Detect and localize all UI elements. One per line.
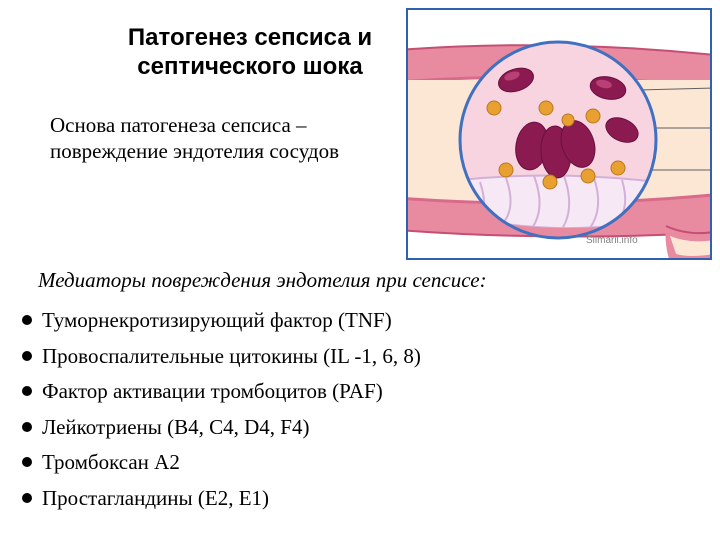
list-item: Лейкотриены (B4, C4, D4, F4) xyxy=(20,410,700,446)
mediators-heading: Медиаторы повреждения эндотелия при сепс… xyxy=(38,268,700,293)
list-item: Провоспалительные цитокины (IL -1, 6, 8) xyxy=(20,339,700,375)
mediators-list: Туморнекротизирующий фактор (TNF) Провос… xyxy=(20,303,700,517)
list-item: Туморнекротизирующий фактор (TNF) xyxy=(20,303,700,339)
mediators-section: Медиаторы повреждения эндотелия при сепс… xyxy=(20,268,700,517)
slide-subtitle: Основа патогенеза сепсиса – повреждение … xyxy=(50,112,370,165)
vessel-illustration xyxy=(408,10,712,260)
list-item: Тромбоксан А2 xyxy=(20,445,700,481)
endothelium-figure: Silmaril.info xyxy=(406,8,712,260)
list-item: Фактор активации тромбоцитов (PAF) xyxy=(20,374,700,410)
slide-title: Патогенез сепсиса и септического шока xyxy=(80,24,420,82)
figure-watermark: Silmaril.info xyxy=(586,235,638,246)
list-item: Простагландины (Е2, Е1) xyxy=(20,481,700,517)
